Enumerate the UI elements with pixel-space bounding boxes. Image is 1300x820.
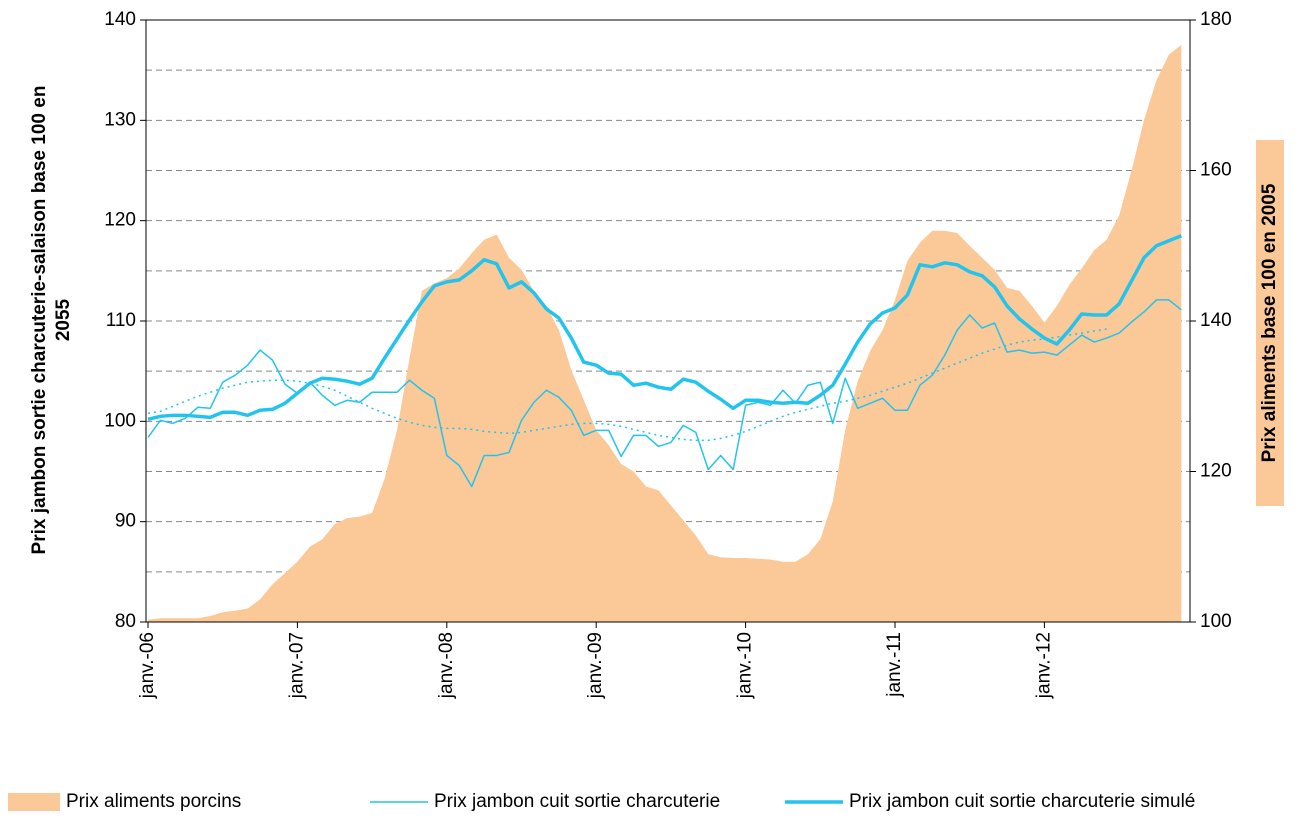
line [147,234,1183,422]
legend-label: Prix jambon cuit sortie charcuterie simu… [849,791,1195,812]
x-tick-label: janv.-11 [884,632,905,698]
y2-tick-label: 180 [1200,9,1232,30]
y2-label-box [1256,140,1284,506]
legend-label: Prix jambon cuit sortie charcuterie [434,791,720,812]
y-tick-label: 110 [106,310,136,331]
line [147,299,1182,488]
x-tick-label: janv.-10 [735,632,756,699]
y-axis-label: 2055 [53,298,74,341]
y-tick-label: 140 [104,9,136,30]
y2-tick-label: 160 [1200,160,1232,181]
y2-tick-label: 100 [1200,611,1232,632]
y-tick-label: 130 [104,109,136,130]
legend-label: Prix aliments porcins [66,791,241,812]
x-tick-label: janv.-09 [585,632,606,699]
x-tick-label: janv.-07 [286,632,307,699]
y-tick-label: 100 [104,410,136,431]
area [148,44,1182,622]
y2-tick-label: 140 [1200,310,1232,331]
y2-axis-label: Prix aliments base 100 en 2005 [1259,183,1280,462]
x-tick-label: janv.-12 [1033,632,1054,699]
x-tick-label: janv.-08 [436,632,457,699]
y2-tick-label: 120 [1200,461,1232,482]
legend-swatch [8,793,60,811]
y-tick-label: 120 [104,210,136,231]
y-axis-label: Prix jambon sortie charcuterie-salaison … [29,86,50,555]
y-tick-label: 80 [115,611,136,632]
x-tick-label: janv.-06 [137,632,158,699]
y-tick-label: 90 [115,511,136,532]
